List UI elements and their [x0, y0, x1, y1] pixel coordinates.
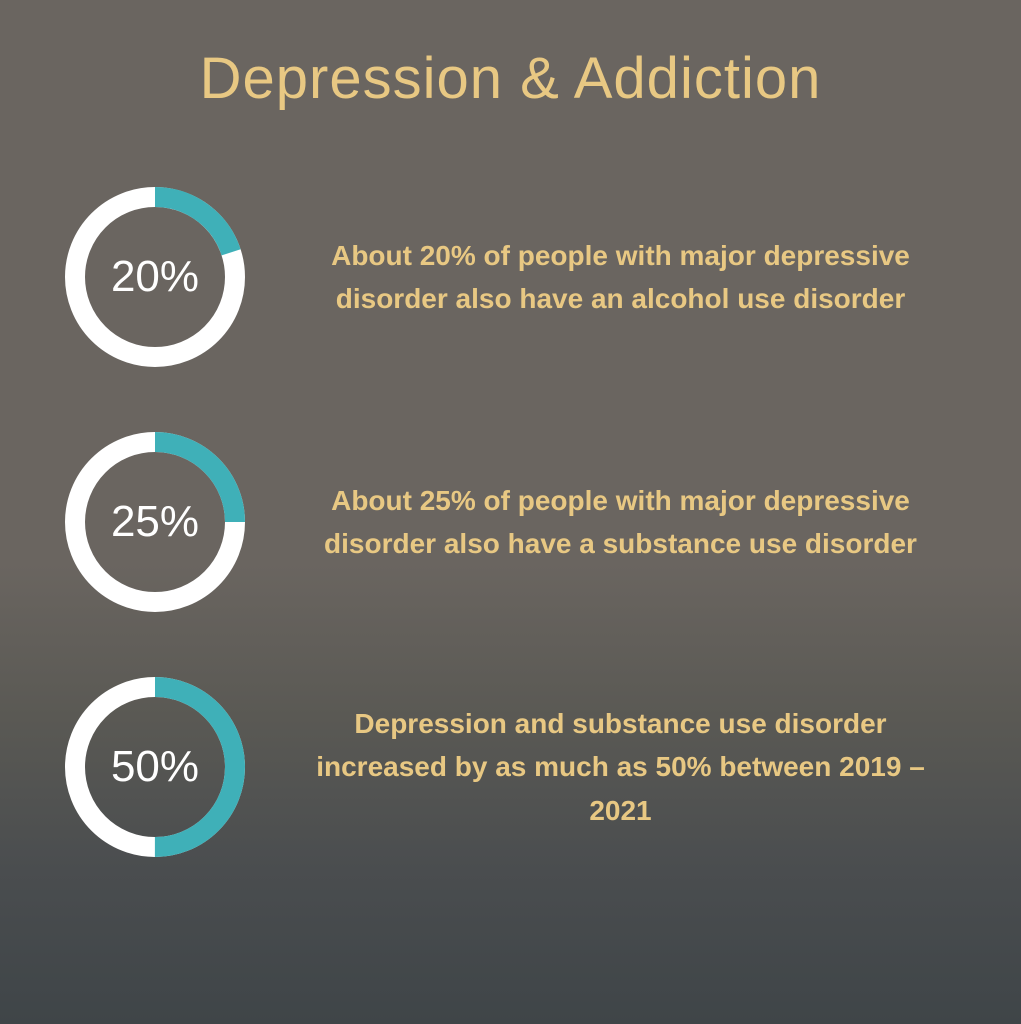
stat-row: 25% About 25% of people with major depre… [60, 427, 961, 617]
page-title: Depression & Addiction [60, 45, 961, 112]
donut-chart-20: 20% [60, 182, 250, 372]
stat-row: 20% About 20% of people with major depre… [60, 182, 961, 372]
donut-label: 25% [60, 427, 250, 617]
stat-description: Depression and substance use disorder in… [250, 702, 961, 832]
stat-description: About 20% of people with major depressiv… [250, 234, 961, 321]
stat-row: 50% Depression and substance use disorde… [60, 672, 961, 862]
donut-chart-50: 50% [60, 672, 250, 862]
stat-description: About 25% of people with major depressiv… [250, 479, 961, 566]
donut-label: 20% [60, 182, 250, 372]
infographic-container: Depression & Addiction 20% About 20% of … [0, 0, 1021, 1024]
donut-label: 50% [60, 672, 250, 862]
donut-chart-25: 25% [60, 427, 250, 617]
